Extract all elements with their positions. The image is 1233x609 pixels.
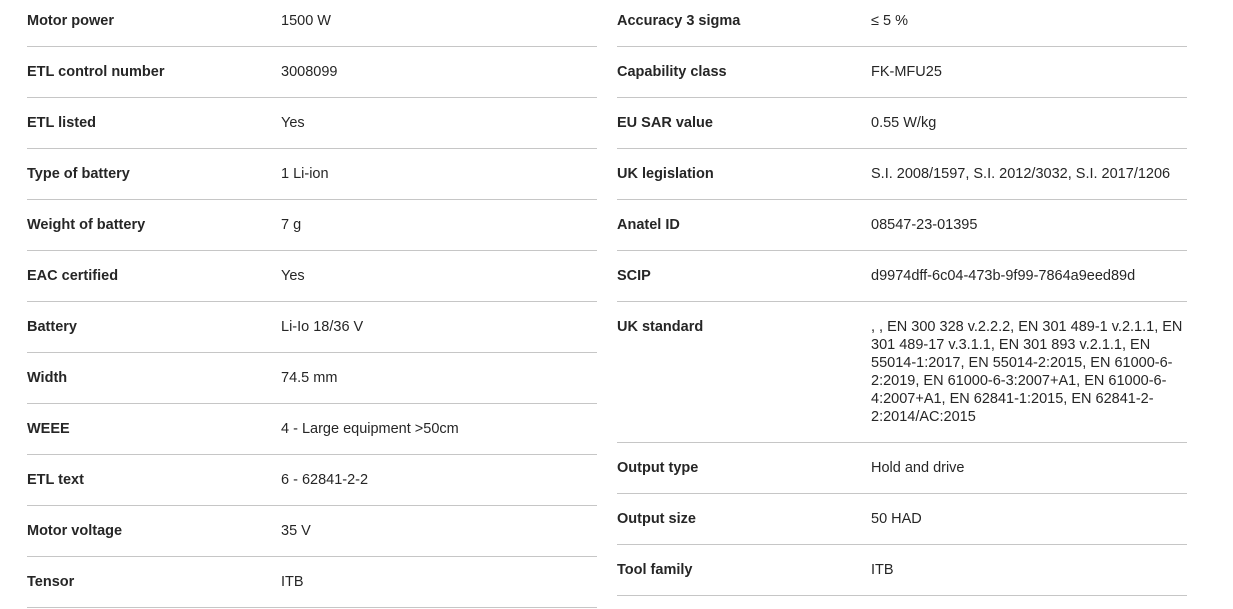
spec-row: Capability class FK-MFU25 [617,47,1187,98]
spec-label: Weight of battery [27,217,146,233]
spec-label: Output type [617,460,699,476]
spec-label: Motor voltage [27,523,123,539]
spec-row: Accuracy 3 sigma ≤ 5 % [617,0,1187,47]
spec-label: ETL listed [27,115,97,131]
spec-row: WEEE 4 - Large equipment >50cm [27,404,597,455]
spec-label: UK standard [617,319,704,335]
spec-label: Capability class [617,64,727,80]
spec-label: Battery [27,319,77,335]
spec-value: FK-MFU25 [871,64,942,80]
spec-label: WEEE [27,421,70,437]
spec-value: Yes [281,115,305,131]
spec-value: ITB [281,574,304,590]
spec-label: Output size [617,511,696,527]
spec-row: SCIP d9974dff-6c04-473b-9f99-7864a9eed89d [617,251,1187,302]
spec-value: d9974dff-6c04-473b-9f99-7864a9eed89d [871,268,1136,284]
spec-column-left: Motor power 1500 W ETL control number 30080… [27,0,597,608]
spec-value: 0.55 W/kg [871,115,937,131]
spec-value: 35 V [281,523,311,539]
spec-value: 1500 W [281,13,331,29]
spec-row: UK standard , , EN 300 328 v.2.2.2, EN 30… [617,302,1187,443]
spec-column-right: Accuracy 3 sigma ≤ 5 % Capability class FK-… [617,0,1187,608]
spec-row: Output type Hold and drive [617,443,1187,494]
spec-row: Weight of battery 7 g [27,200,597,251]
spec-row: Type of battery 1 Li-ion [27,149,597,200]
spec-row: ETL listed Yes [27,98,597,149]
spec-row: Width 74.5 mm [27,353,597,404]
spec-value: 6 - 62841-2-2 [281,472,369,488]
spec-row: Motor power 1500 W [27,0,597,47]
spec-label: Motor power [27,13,114,29]
spec-row: Anatel ID 08547-23-01395 [617,200,1187,251]
spec-row: EAC certified Yes [27,251,597,302]
spec-label: EAC certified [27,268,119,284]
spec-row: ETL text 6 - 62841-2-2 [27,455,597,506]
spec-value: ≤ 5 % [871,13,908,29]
spec-value: 7 g [281,217,302,233]
spec-value: Hold and drive [871,460,965,476]
spec-value: S.I. 2008/1597, S.I. 2012/3032, S.I. 201… [871,166,1171,182]
spec-value: 74.5 mm [281,370,338,386]
spec-label: SCIP [617,268,651,284]
spec-label: Width [27,370,68,386]
spec-value: Li-Io 18/36 V [281,319,364,335]
spec-row: Motor voltage 35 V [27,506,597,557]
spec-row: Battery Li-Io 18/36 V [27,302,597,353]
spec-row: EU SAR value 0.55 W/kg [617,98,1187,149]
spec-label: Type of battery [27,166,130,182]
spec-value: , , EN 300 328 v.2.2.2, EN 301 489-1 v.2… [871,319,1183,425]
spec-label: Anatel ID [617,217,680,233]
spec-label: EU SAR value [617,115,713,131]
spec-row: Tensor ITB [27,557,597,608]
spec-value: Yes [281,268,305,284]
spec-label: ETL control number [27,64,165,80]
spec-row: Output size 50 HAD [617,494,1187,545]
spec-label: ETL text [27,472,84,488]
spec-row: UK legislation S.I. 2008/1597, S.I. 2012/… [617,149,1187,200]
spec-row: ETL control number 3008099 [27,47,597,98]
spec-value: 50 HAD [871,511,922,527]
spec-label: Tool family [617,562,693,578]
spec-value: 08547-23-01395 [871,217,978,233]
spec-value: 3008099 [281,64,338,80]
spec-label: UK legislation [617,166,714,182]
spec-value: 4 - Large equipment >50cm [281,421,459,437]
spec-value: ITB [871,562,894,578]
spec-label: Tensor [27,574,75,590]
spec-row: Tool family ITB [617,545,1187,596]
spec-label: Accuracy 3 sigma [617,13,741,29]
spec-value: 1 Li-ion [281,166,329,182]
